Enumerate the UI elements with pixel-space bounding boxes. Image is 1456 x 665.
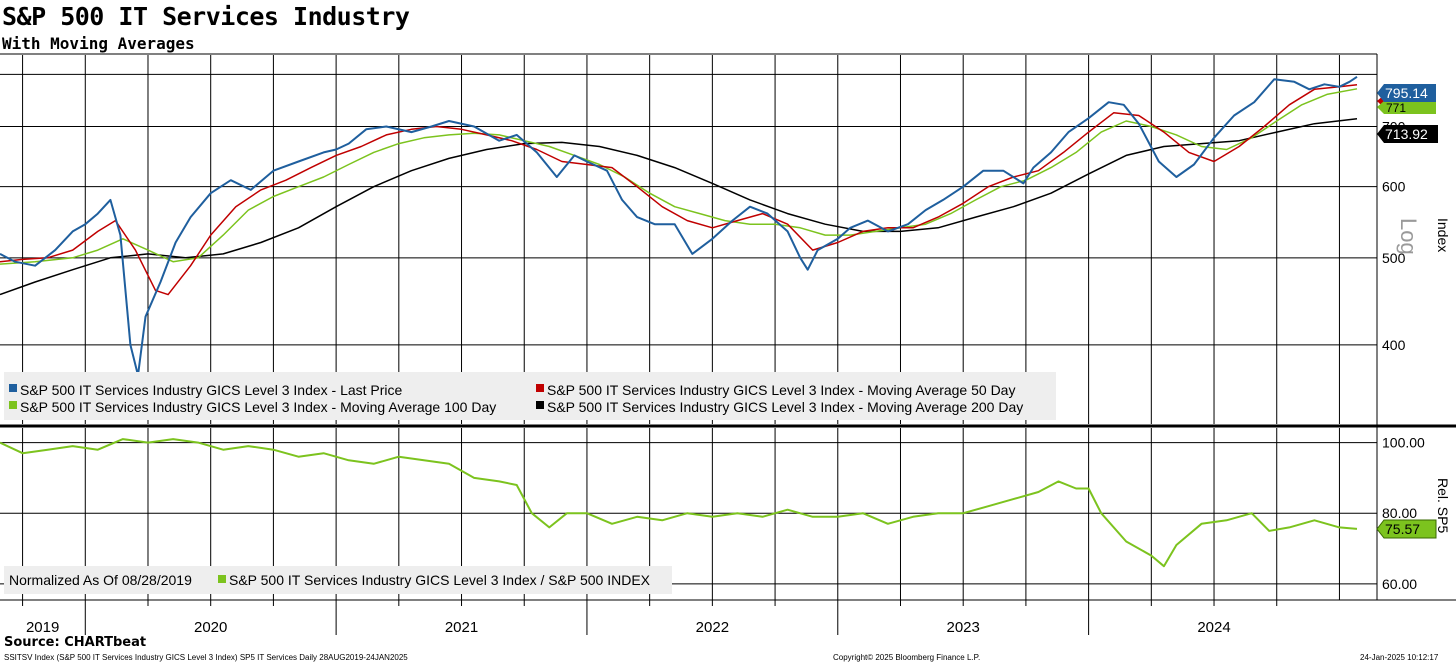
lower-legend-box [4, 566, 672, 594]
series-line-last_price [0, 75, 1358, 377]
chart-subtitle: With Moving Averages [2, 34, 195, 53]
lower-grid [0, 428, 1377, 600]
legend-swatch-ma50 [536, 384, 544, 392]
legend-last-price: S&P 500 IT Services Industry GICS Level … [20, 382, 403, 398]
upper-legend-box [4, 372, 1056, 420]
tag-relative: 75.57 [1376, 519, 1437, 539]
legend-swatch-ma100 [9, 401, 17, 409]
tag-ma100-value: 771 [1386, 101, 1406, 115]
legend-swatch-relative [218, 575, 226, 583]
series-line-ma100 [0, 88, 1358, 265]
legend-ma200: S&P 500 IT Services Industry GICS Level … [547, 399, 1023, 415]
lower-y-tick-label: 80.00 [1382, 505, 1417, 521]
tag-ma200: 713.92 [1377, 125, 1438, 143]
year-labels: 2019 2020 2021 2022 2023 2024 [22, 600, 1278, 636]
lower-y-axis-title: Rel. SP5 [1435, 478, 1451, 533]
tag-ma100: 771 [1377, 101, 1436, 115]
upper-y-tick-label: 600 [1382, 179, 1406, 195]
tag-ma200-value: 713.92 [1385, 126, 1428, 142]
legend-ma100: S&P 500 IT Services Industry GICS Level … [20, 399, 496, 415]
tag-relative-value: 75.57 [1385, 521, 1420, 537]
x-year-label: 2022 [696, 619, 729, 636]
footer-ticker: SSITSV Index (S&P 500 IT Services Indust… [4, 653, 408, 662]
upper-grid [0, 55, 1377, 424]
upper-y-axis-title: Index [1435, 218, 1451, 252]
legend-swatch-ma200 [536, 401, 544, 409]
lower-y-tick-label: 60.00 [1382, 576, 1417, 592]
log-scale-label: Log [1396, 218, 1421, 255]
normalized-note: Normalized As Of 08/28/2019 [9, 572, 192, 588]
legend-swatch-last-price [9, 384, 17, 392]
series-line-ma200 [0, 118, 1358, 296]
upper-series [0, 75, 1358, 377]
lower-y-tick-label: 100.00 [1382, 435, 1425, 451]
footer-timestamp: 24-Jan-2025 10:12:17 [1360, 653, 1439, 662]
footer-copyright: Copyright© 2025 Bloomberg Finance L.P. [833, 653, 981, 662]
legend-ma50: S&P 500 IT Services Industry GICS Level … [547, 382, 1015, 398]
x-year-label: 2020 [194, 619, 227, 636]
x-year-label: 2023 [947, 619, 980, 636]
upper-y-tick-label: 400 [1382, 337, 1406, 353]
series-line-relative [0, 438, 1358, 568]
lower-series [0, 438, 1358, 568]
x-year-label: 2019 [26, 619, 59, 636]
tag-last-price: 795.14 [1377, 84, 1436, 102]
series-line-ma50 [0, 84, 1358, 296]
x-year-label: 2024 [1197, 619, 1230, 636]
chart-title: S&P 500 IT Services Industry [2, 2, 410, 31]
x-year-label: 2021 [445, 619, 478, 636]
source-note: Source: CHARTbeat [4, 635, 147, 650]
tag-last-price-value: 795.14 [1385, 85, 1428, 101]
upper-y-tick-label: 500 [1382, 250, 1406, 266]
legend-relative: S&P 500 IT Services Industry GICS Level … [229, 572, 651, 588]
